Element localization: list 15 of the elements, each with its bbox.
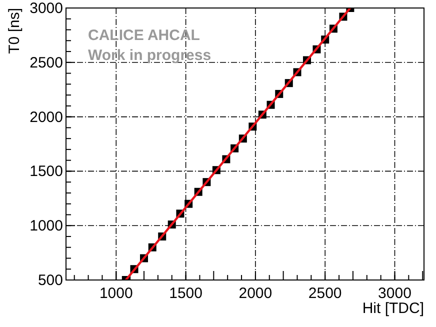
annotation: CALICE AHCAL: [88, 27, 200, 44]
x-tick-label: 3000: [378, 285, 412, 302]
x-tick-label: 1500: [169, 285, 202, 302]
y-tick-label: 2500: [30, 54, 63, 72]
y-tick-label: 1500: [30, 163, 63, 180]
y-tick-label: 2000: [30, 108, 63, 126]
annotation: Work in progress: [88, 47, 212, 64]
y-tick-label: 3000: [30, 0, 63, 17]
x-axis-title: Hit [TDC]: [362, 300, 424, 317]
x-tick-label: 2000: [238, 285, 272, 302]
x-tick-label: 1000: [99, 285, 133, 302]
y-tick-label: 1000: [30, 218, 63, 235]
y-axis-title: T0 [ns]: [6, 8, 23, 54]
y-tick-label: 500: [38, 272, 63, 289]
x-tick-label: 2500: [308, 285, 342, 302]
